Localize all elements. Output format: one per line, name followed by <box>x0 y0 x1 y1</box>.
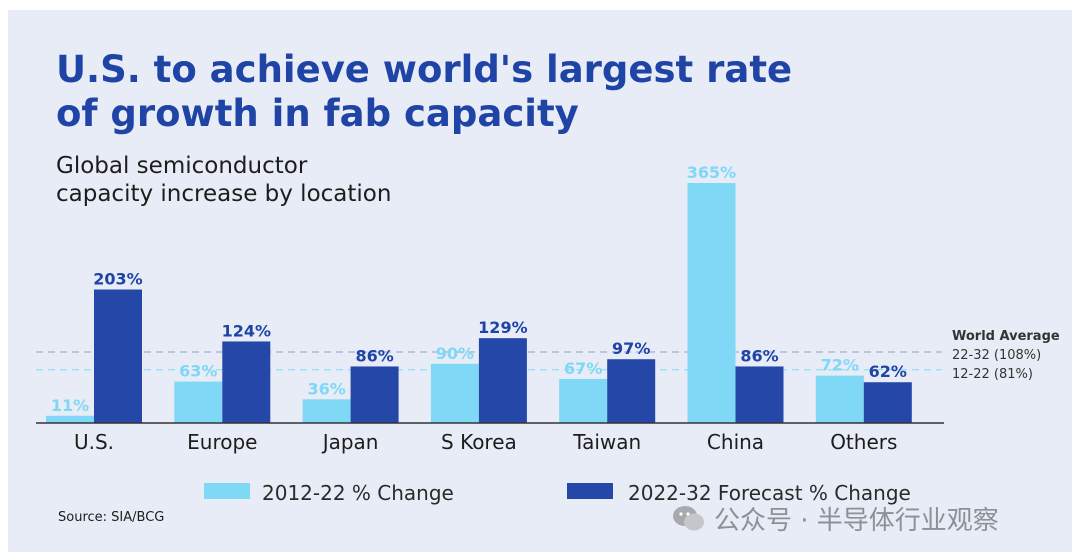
bar-taiwan-2022-32 <box>607 359 656 423</box>
legend-label-2022-32: 2022-32 Forecast % Change <box>628 481 911 505</box>
bar-others-2012-22 <box>815 375 864 423</box>
bar-china-2022-32 <box>735 366 784 423</box>
bar-japan-2022-32 <box>350 366 399 423</box>
chart-subtitle: Global semiconductor capacity increase b… <box>56 152 391 208</box>
labels-group: 11% 203% U.S. 63% 124% Europe 36% 86% Japan 90%12… <box>51 163 907 454</box>
world-average-lines <box>36 351 942 371</box>
subtitle-line-1: Global semiconductor <box>56 153 308 179</box>
value-label-taiwan-2022-32: 97% <box>612 339 650 358</box>
bar-s-korea-2012-22 <box>430 363 479 423</box>
title-line-2: of growth in fab capacity <box>56 92 579 135</box>
value-label-s-korea-2012-22: 90% <box>436 344 474 363</box>
chart-panel <box>8 10 1072 552</box>
bar-s-korea-2022-32 <box>478 338 527 423</box>
source-note: Source: SIA/BCG <box>58 510 165 525</box>
value-label-europe-2012-22: 63% <box>179 362 217 381</box>
bar-japan-2012-22 <box>302 399 351 423</box>
world-average-title: World Average <box>952 329 1060 344</box>
watermark-text: 公众号 · 半导体行业观察 <box>714 506 999 536</box>
value-label-japan-2012-22: 36% <box>307 379 345 398</box>
bars-group <box>46 183 912 423</box>
bar-europe-2012-22 <box>174 381 223 423</box>
value-label-europe-2022-32: 124% <box>222 321 271 340</box>
bar-u-s-2012-22 <box>46 415 94 423</box>
value-label-others-2012-22: 72% <box>821 356 859 375</box>
value-label-u-s-2012-22: 11% <box>51 396 89 415</box>
category-label-japan: Japan <box>321 430 379 454</box>
value-label-u-s-2022-32: 203% <box>93 270 142 289</box>
category-label-s-korea: S Korea <box>441 430 517 454</box>
chart-title: U.S. to achieve world's largest rate of … <box>56 48 792 136</box>
legend-label-2012-22: 2012-22 % Change <box>262 481 454 505</box>
watermark: 公众号 · 半导体行业观察 <box>672 500 999 537</box>
value-label-china-2012-22: 365% <box>687 163 736 182</box>
subtitle-line-2: capacity increase by location <box>56 181 392 207</box>
value-label-s-korea-2022-32: 129% <box>478 318 527 337</box>
value-label-china-2022-32: 86% <box>740 346 778 365</box>
category-label-others: Others <box>830 430 897 454</box>
value-label-japan-2022-32: 86% <box>355 346 393 365</box>
bar-others-2022-32 <box>863 382 912 423</box>
wechat-icon <box>673 505 704 530</box>
category-label-china: China <box>707 430 764 454</box>
bar-china-2012-22 <box>687 183 736 423</box>
category-label-europe: Europe <box>187 430 257 454</box>
bar-taiwan-2012-22 <box>559 378 608 423</box>
legend-swatch-2012-22 <box>204 483 250 499</box>
legend-swatch-2022-32 <box>567 483 613 499</box>
value-label-others-2022-32: 62% <box>869 362 907 381</box>
bar-europe-2022-32 <box>222 341 271 423</box>
bar-u-s-2022-32 <box>94 289 142 423</box>
value-label-taiwan-2012-22: 67% <box>564 359 602 378</box>
legend: 2012-22 % Change 2022-32 Forecast % Chan… <box>204 481 911 505</box>
category-label-taiwan: Taiwan <box>572 430 641 454</box>
title-line-1: U.S. to achieve world's largest rate <box>56 48 793 91</box>
world-average-22-32-label: 22-32 (108%) <box>952 348 1041 363</box>
world-average-12-22-label: 12-22 (81%) <box>952 367 1033 382</box>
category-label-u-s: U.S. <box>74 430 114 454</box>
